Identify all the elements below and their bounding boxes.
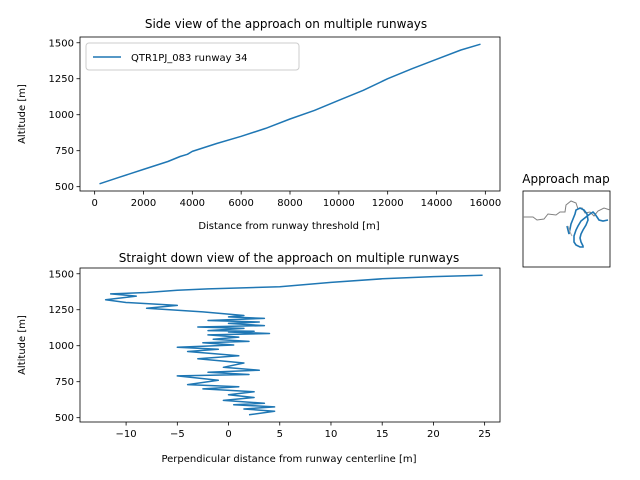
down-view-chart: Straight down view of the approach on mu… (17, 251, 501, 465)
side-view-xlabel: Distance from runway threshold [m] (198, 221, 379, 232)
side-xtick-label: 8000 (277, 198, 302, 209)
side-view-title: Side view of the approach on multiple ru… (145, 17, 427, 31)
down-view-title: Straight down view of the approach on mu… (119, 251, 459, 265)
side-xtick-label: 6000 (228, 198, 253, 209)
side-xtick-label: 16000 (469, 198, 501, 209)
runway-mark (567, 225, 573, 237)
top-ytick-label: 500 (55, 413, 74, 424)
side-xtick-label: 10000 (323, 198, 355, 209)
down-view-xlabel: Perpendicular distance from runway cente… (161, 454, 416, 465)
legend-label: QTR1PJ_083 runway 34 (131, 53, 247, 64)
side-view-legend: QTR1PJ_083 runway 34 (85, 42, 300, 71)
approach-map-frame (522, 190, 611, 268)
side-xtick-label: 0 (91, 198, 97, 209)
side-xtick-label: 14000 (421, 198, 453, 209)
side-axes-frame (79, 36, 501, 192)
top-ytick-label: 1500 (49, 269, 74, 280)
top-xtick-label: 15 (376, 429, 389, 440)
down-view-ylabel: Altitude [m] (17, 315, 28, 375)
approach-map-title: Approach map (522, 172, 610, 186)
top-xtick-label: 0 (225, 429, 231, 440)
top-xtick-label: 5 (277, 429, 283, 440)
side-view-chart: Side view of the approach on multiple ru… (17, 17, 501, 232)
side-view-plot-area: 0 2000 4000 6000 8000 10000 12000 14000 16000 500… (49, 36, 501, 209)
coastline-shape (523, 200, 611, 221)
top-xtick-label: 25 (478, 429, 491, 440)
top-xtick-label: −5 (170, 429, 185, 440)
approach-map: Approach map (522, 172, 611, 268)
down-view-plot-area: −10 −5 0 5 10 15 20 25 500 750 1000 1250 1500 (49, 267, 501, 440)
top-axes-frame (79, 267, 501, 423)
legend-box (85, 42, 300, 71)
side-series-line (99, 43, 481, 185)
side-ytick-label: 1000 (49, 110, 74, 121)
side-xtick-label: 2000 (131, 198, 156, 209)
side-view-ylabel: Altitude [m] (17, 84, 28, 144)
approach-track-path (566, 207, 609, 248)
side-ytick-label: 1500 (49, 38, 74, 49)
side-ytick-label: 500 (55, 182, 74, 193)
top-ytick-label: 750 (55, 377, 74, 388)
top-xtick-label: 10 (325, 429, 338, 440)
top-xtick-label: −10 (116, 429, 137, 440)
top-ytick-label: 1000 (49, 341, 74, 352)
top-ytick-label: 1250 (49, 305, 74, 316)
side-ytick-label: 1250 (49, 74, 74, 85)
side-ytick-label: 750 (55, 146, 74, 157)
side-xtick-label: 4000 (180, 198, 205, 209)
side-xtick-label: 12000 (372, 198, 404, 209)
top-xtick-label: 20 (427, 429, 440, 440)
top-series-line (104, 274, 483, 416)
